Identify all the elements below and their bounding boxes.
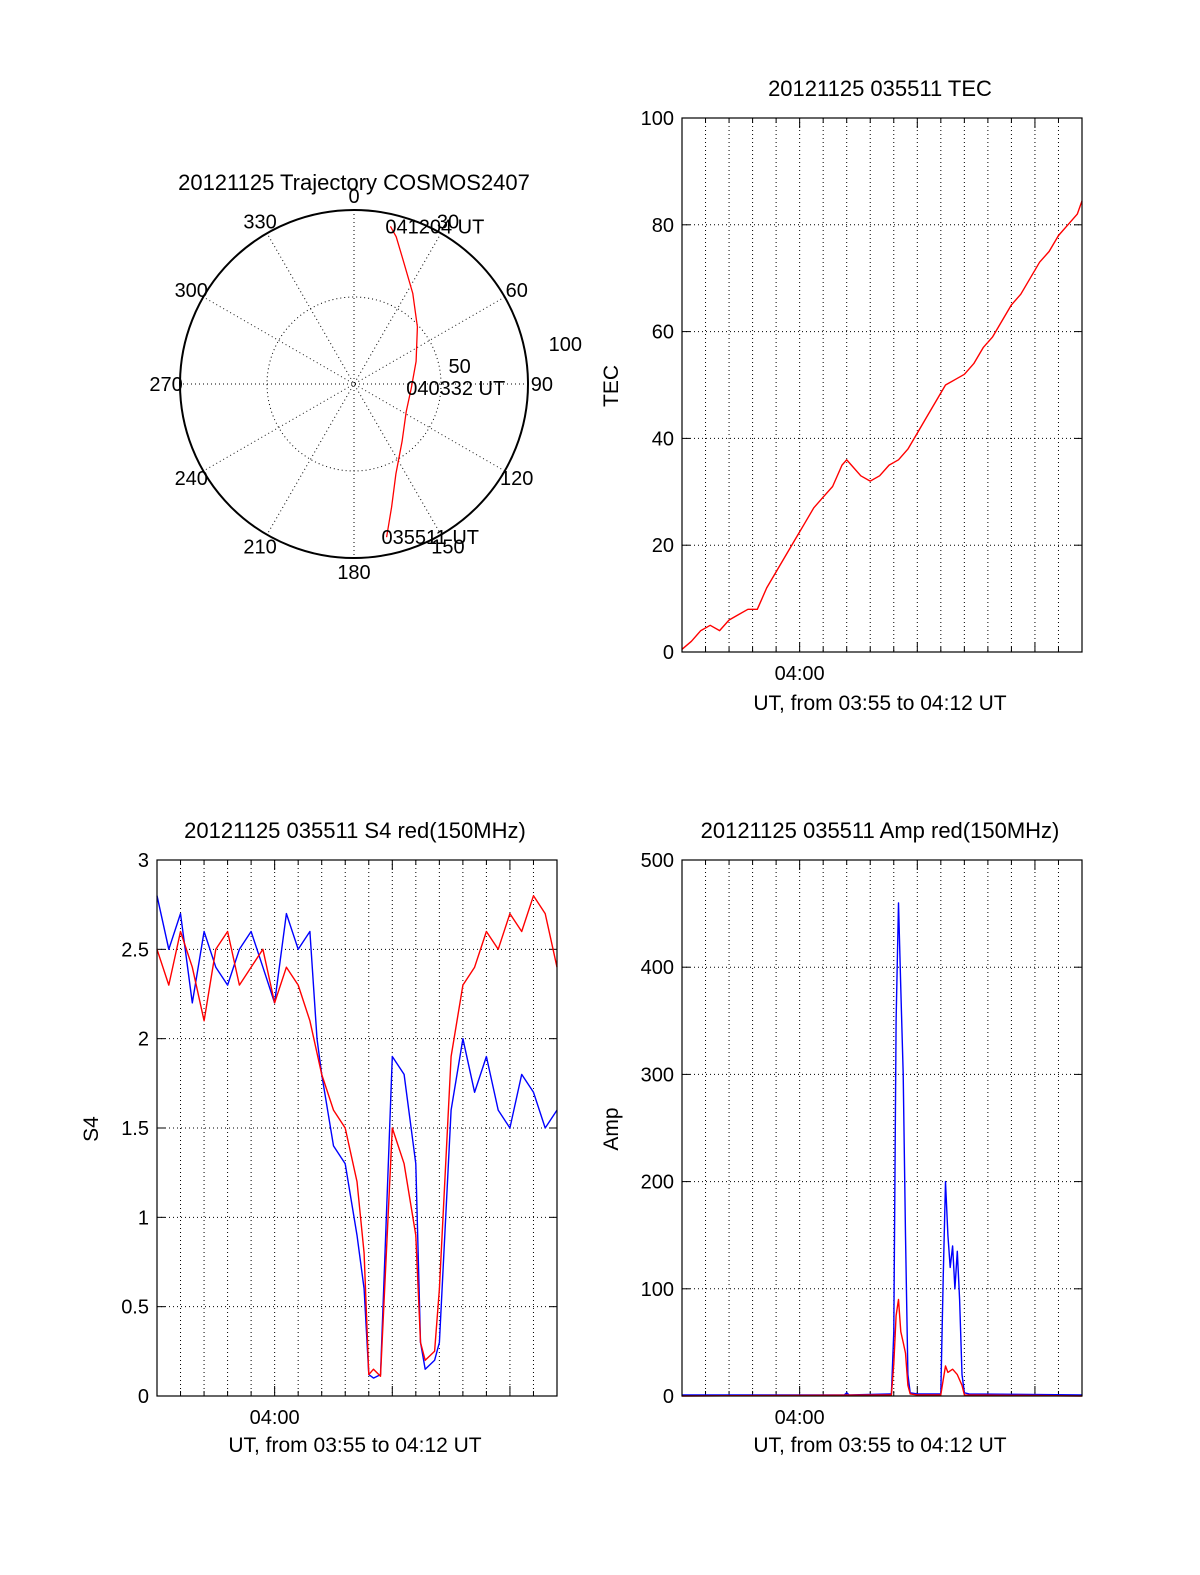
s4-y-tick-label: 0.5 — [121, 1297, 149, 1319]
amp-y-tick-label: 0 — [663, 1386, 674, 1408]
polar-azimuth-label: 240 — [175, 468, 208, 490]
polar-azimuth-label: 330 — [243, 211, 276, 233]
tec-y-tick-label: 80 — [652, 215, 674, 237]
polar-chart-title: 20121125 Trajectory COSMOS2407 — [178, 170, 530, 195]
amp-y-tick-label: 200 — [641, 1172, 674, 1194]
tec-chart-title: 20121125 035511 TEC — [768, 76, 992, 101]
polar-azimuth-label: 30 — [437, 211, 459, 233]
tec-y-tick-label: 0 — [663, 642, 674, 664]
tec-plot-frame — [681, 117, 1083, 653]
s4-y-tick-label: 2.5 — [121, 939, 149, 961]
tec-y-tick-label: 60 — [652, 322, 674, 344]
amp-y-tick-label: 400 — [641, 957, 674, 979]
polar-azimuth-label: 60 — [506, 280, 528, 302]
s4-plot-frame — [156, 859, 558, 1397]
tec-y-axis-label: TEC — [600, 365, 623, 407]
polar-azimuth-label: 90 — [531, 374, 553, 396]
s4-y-tick-label: 1 — [138, 1207, 149, 1229]
polar-azimuth-label: 180 — [337, 562, 370, 584]
polar-azimuth-label: 150 — [431, 537, 464, 559]
amp-y-tick-label: 300 — [641, 1064, 674, 1086]
amp-y-tick-label: 500 — [641, 850, 674, 872]
s4-chart-title: 20121125 035511 S4 red(150MHz) — [184, 818, 526, 843]
polar-azimuth-label: 0 — [348, 186, 359, 208]
amp-x-axis-label: UT, from 03:55 to 04:12 UT — [753, 1434, 1006, 1457]
tec-y-tick-label: 40 — [652, 428, 674, 450]
s4-chart: 20121125 035511 S4 red(150MHz) UT, from … — [80, 818, 558, 1457]
polar-radial-label: 100 — [549, 334, 582, 356]
s4-y-axis-label: S4 — [80, 1116, 103, 1142]
polar-azimuth-label: 210 — [243, 537, 276, 559]
tec-x-tick-label: 04:00 — [775, 663, 825, 685]
s4-series-line — [156, 895, 558, 1378]
amp-chart: 20121125 035511 Amp red(150MHz) UT, from… — [600, 818, 1083, 1457]
polar-azimuth-label: 120 — [500, 468, 533, 490]
amp-series-line — [681, 1298, 1083, 1397]
s4-y-tick-label: 3 — [138, 850, 149, 872]
tec-y-tick-label: 20 — [652, 535, 674, 557]
tec-y-tick-label: 100 — [641, 108, 674, 130]
tec-chart: 20121125 035511 TEC UT, from 03:55 to 04… — [600, 76, 1083, 715]
s4-y-tick-label: 1.5 — [121, 1118, 149, 1140]
polar-azimuth-label: 300 — [175, 280, 208, 302]
trajectory-time-label: 035511 UT — [382, 527, 479, 549]
amp-x-tick-label: 04:00 — [775, 1407, 825, 1429]
polar-radial-label: 50 — [449, 356, 471, 378]
trajectory-time-label: 041204 UT — [385, 216, 484, 238]
trajectory-polar-chart: 20121125 Trajectory COSMOS2407 0 30 60 90 12… — [149, 170, 582, 584]
amp-y-tick-label: 100 — [641, 1279, 674, 1301]
tec-series-line — [681, 200, 1083, 650]
s4-x-axis-label: UT, from 03:55 to 04:12 UT — [228, 1434, 481, 1457]
amp-series-line — [682, 902, 1083, 1396]
amp-chart-title: 20121125 035511 Amp red(150MHz) — [701, 818, 1060, 843]
trajectory-line — [385, 225, 419, 538]
s4-series-line — [156, 895, 558, 1379]
trajectory-time-label: 040332 UT — [406, 378, 505, 400]
polar-azimuth-label: 270 — [149, 374, 182, 396]
amp-plot-frame — [681, 859, 1083, 1397]
tec-x-axis-label: UT, from 03:55 to 04:12 UT — [753, 692, 1006, 715]
amp-y-axis-label: Amp — [600, 1107, 623, 1150]
s4-x-tick-label: 04:00 — [250, 1407, 300, 1429]
s4-y-tick-label: 2 — [138, 1029, 149, 1051]
s4-y-tick-label: 0 — [138, 1386, 149, 1408]
